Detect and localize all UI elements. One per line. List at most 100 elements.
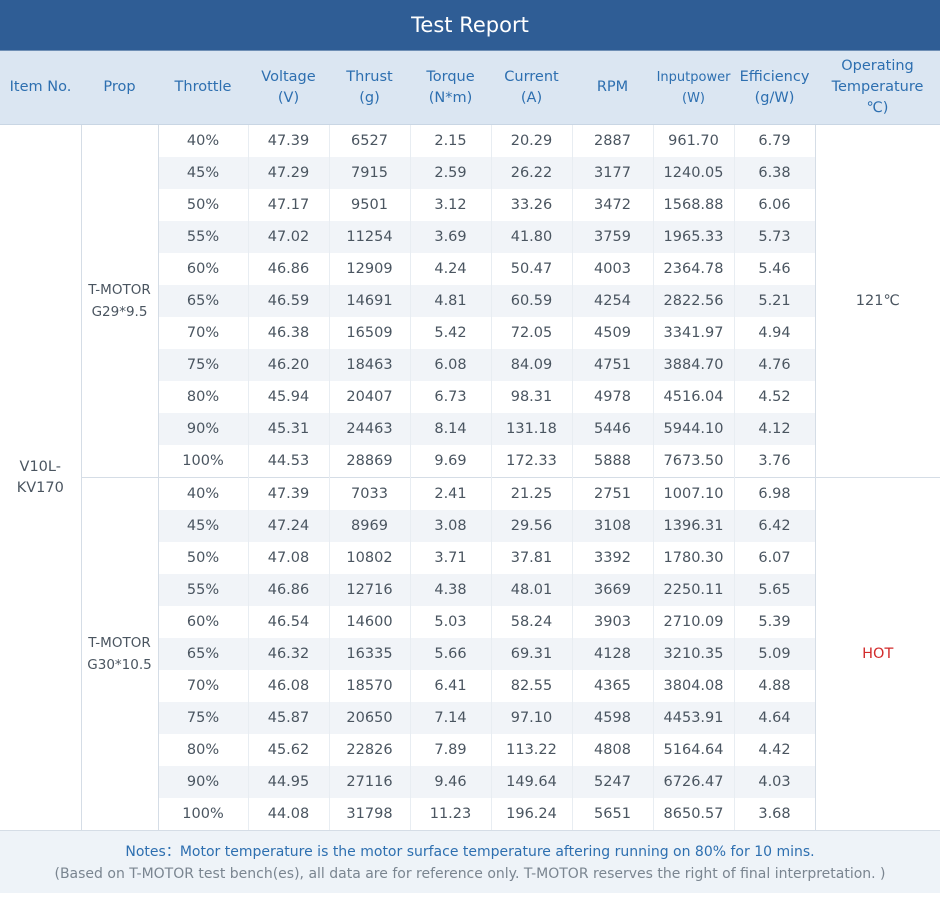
data-cell: 4128: [571, 638, 653, 670]
data-cell: 47.39: [247, 124, 329, 157]
data-cell: 14600: [328, 606, 410, 638]
data-cell: 4365: [571, 670, 653, 702]
data-cell: 4.52: [733, 381, 815, 413]
prop-line: G30*10.5: [87, 657, 152, 673]
data-cell: 46.38: [247, 317, 329, 349]
data-cell: 12716: [328, 574, 410, 606]
table-row: T-MOTOR G30*10.5 40% 47.39 7033 2.41 21.25 2751…: [0, 477, 940, 830]
data-cell: 14691: [328, 285, 410, 317]
data-cell: 90%: [157, 766, 248, 798]
header-throttle: Throttle: [158, 51, 248, 125]
data-cell: 3472: [571, 189, 653, 221]
data-cell: 1780.30: [652, 542, 734, 574]
table-row: V10L- KV170 T-MOTOR G29*9.5 40% 47.39 6527 2.15…: [0, 124, 940, 830]
header-voltage: Voltage (V): [248, 51, 329, 125]
header-efficiency: Efficiency (g/W): [734, 51, 815, 125]
data-cell: 60%: [157, 253, 248, 285]
data-cell: 16509: [328, 317, 410, 349]
data-cell: 961.70: [652, 124, 734, 157]
table-row: 70% 46.38 16509 5.42 72.05 4509 3341.97 4.94: [0, 317, 940, 349]
data-cell: 80%: [157, 734, 248, 766]
data-cell: 45.62: [247, 734, 329, 766]
data-cell: 3759: [571, 221, 653, 253]
data-cell: 4.24: [409, 253, 491, 285]
data-cell: 55%: [157, 574, 248, 606]
item-no-line: KV170: [16, 479, 64, 496]
header-current: Current (A): [491, 51, 572, 125]
data-cell: 4516.04: [652, 381, 734, 413]
data-cell: 20.29: [490, 124, 572, 157]
data-cell: 50.47: [490, 253, 572, 285]
table-row: 80% 45.94 20407 6.73 98.31 4978 4516.04 4.52: [0, 381, 940, 413]
data-cell: 58.24: [490, 606, 572, 638]
data-cell: 8969: [328, 510, 410, 542]
table-row: 90% 44.95 27116 9.46 149.64 5247 6726.47 4.03: [0, 766, 940, 798]
data-cell: 44.08: [247, 798, 329, 830]
data-cell: 72.05: [490, 317, 572, 349]
data-cell: 6.98: [733, 477, 815, 510]
data-cell: 1007.10: [652, 477, 734, 510]
data-cell: 55%: [157, 221, 248, 253]
data-cell: 2250.11: [652, 574, 734, 606]
table-row: 50% 47.08 10802 3.71 37.81 3392 1780.30 6.07: [0, 542, 940, 574]
data-cell: 5446: [571, 413, 653, 445]
data-cell: 5.03: [409, 606, 491, 638]
table-row: 90% 45.31 24463 8.14 131.18 5446 5944.10 4.12: [0, 413, 940, 445]
data-cell: 6.42: [733, 510, 815, 542]
table-row: 75% 45.87 20650 7.14 97.10 4598 4453.91 4.64: [0, 702, 940, 734]
data-cell: 6527: [328, 124, 410, 157]
data-cell: 75%: [157, 702, 248, 734]
table-row: 70% 46.08 18570 6.41 82.55 4365 3804.08 4.88: [0, 670, 940, 702]
data-cell: 82.55: [490, 670, 572, 702]
data-cell: 46.54: [247, 606, 329, 638]
data-cell: 70%: [157, 317, 248, 349]
data-cell: 3177: [571, 157, 653, 189]
data-cell: 16335: [328, 638, 410, 670]
data-cell: 37.81: [490, 542, 572, 574]
header-thrust: Thrust (g): [329, 51, 410, 125]
data-cell: 3392: [571, 542, 653, 574]
data-cell: 60%: [157, 606, 248, 638]
data-cell: 131.18: [490, 413, 572, 445]
data-cell: 5.73: [733, 221, 815, 253]
data-cell: 5.46: [733, 253, 815, 285]
table-row: 60% 46.54 14600 5.03 58.24 3903 2710.09 5.39: [0, 606, 940, 638]
data-cell: 6.79: [733, 124, 815, 157]
data-cell: 10802: [328, 542, 410, 574]
data-cell: 21.25: [490, 477, 572, 510]
data-cell: 47.39: [247, 477, 329, 510]
data-cell: 5.42: [409, 317, 491, 349]
data-cell: 4509: [571, 317, 653, 349]
data-cell: 90%: [157, 413, 248, 445]
prop-line: T-MOTOR: [88, 635, 151, 651]
data-cell: 8650.57: [652, 798, 734, 830]
data-cell: 65%: [157, 285, 248, 317]
data-cell: 46.59: [247, 285, 329, 317]
data-cell: 4.64: [733, 702, 815, 734]
data-cell: 65%: [157, 638, 248, 670]
header-temperature: Operating Temperature ℃): [815, 51, 940, 125]
table-row: 55% 46.86 12716 4.38 48.01 3669 2250.11 5.65: [0, 574, 940, 606]
table-row: 100% 44.08 31798 11.23 196.24 5651 8650.57 3.68: [0, 798, 940, 830]
data-cell: 50%: [157, 542, 248, 574]
data-cell: 40%: [157, 477, 248, 510]
data-cell: 12909: [328, 253, 410, 285]
data-cell: 4003: [571, 253, 653, 285]
data-cell: 4751: [571, 349, 653, 381]
data-cell: 6.07: [733, 542, 815, 574]
data-cell: 45.94: [247, 381, 329, 413]
data-cell: 6.73: [409, 381, 491, 413]
header-item-no: Item No.: [0, 51, 81, 125]
data-cell: 3341.97: [652, 317, 734, 349]
data-cell: 97.10: [490, 702, 572, 734]
data-cell: 4.42: [733, 734, 815, 766]
data-cell: 47.08: [247, 542, 329, 574]
data-cell: 4.03: [733, 766, 815, 798]
data-cell: 5.21: [733, 285, 815, 317]
data-cell: 5247: [571, 766, 653, 798]
table-row: 45% 47.24 8969 3.08 29.56 3108 1396.31 6.42: [0, 510, 940, 542]
data-cell: 2.59: [409, 157, 491, 189]
data-cell: 4.88: [733, 670, 815, 702]
data-cell: 5651: [571, 798, 653, 830]
data-cell: 3.76: [733, 445, 815, 478]
